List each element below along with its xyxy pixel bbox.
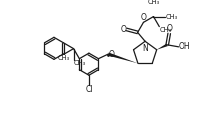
Text: CH₃: CH₃ [165,14,177,20]
Polygon shape [108,53,138,63]
Polygon shape [157,44,168,50]
Text: CH₃: CH₃ [58,55,70,61]
Text: Cl: Cl [85,85,93,94]
Text: O: O [120,25,126,34]
Text: O: O [140,13,146,22]
Text: OH: OH [179,42,191,51]
Text: CH₃: CH₃ [147,0,160,5]
Text: CH₃: CH₃ [160,27,172,33]
Text: O: O [109,50,115,59]
Text: O: O [166,24,172,33]
Text: N: N [142,44,148,53]
Text: CH₃: CH₃ [74,61,86,66]
